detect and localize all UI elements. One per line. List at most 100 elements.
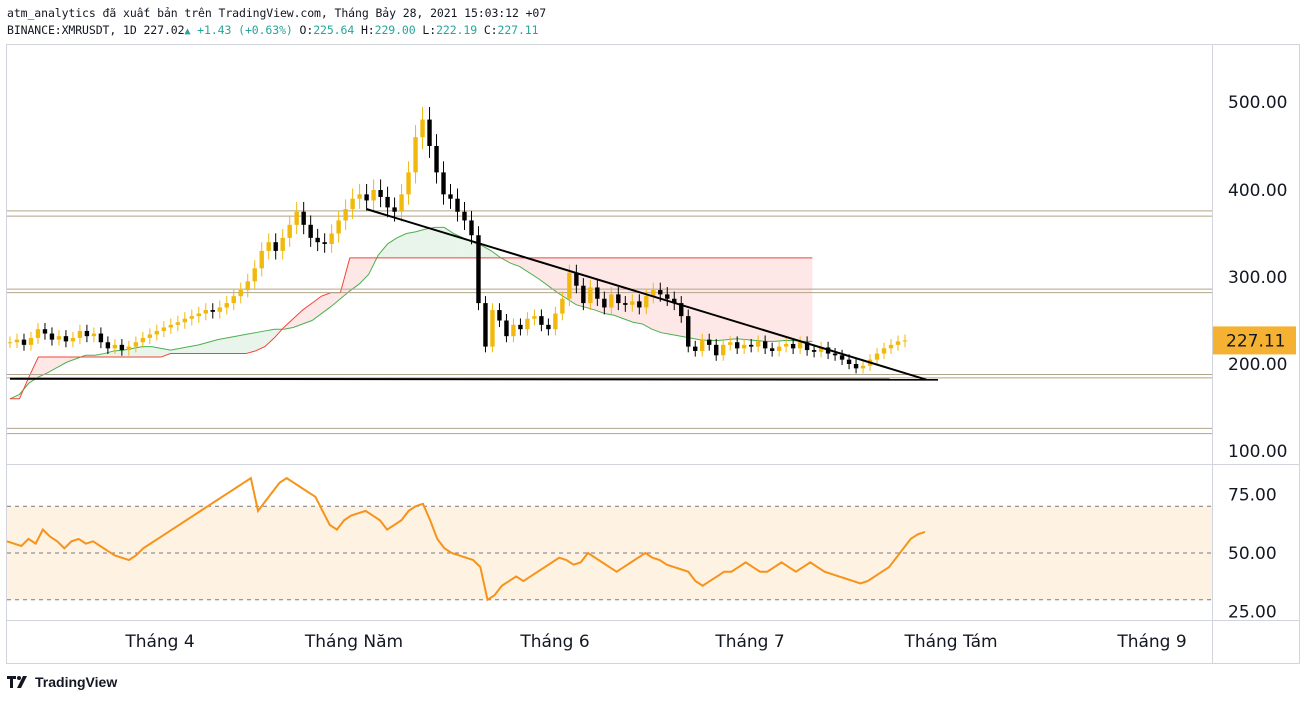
cloud-segment xyxy=(519,257,530,273)
candle-body xyxy=(420,119,425,138)
cloud-segment xyxy=(765,257,775,342)
candle-body xyxy=(874,353,880,360)
candle-body xyxy=(595,287,600,299)
cloud-segment xyxy=(689,257,700,340)
time-tick-label: Tháng Tám xyxy=(903,632,997,652)
cloud-segment xyxy=(463,237,473,258)
candle-body xyxy=(860,365,866,369)
candle-body xyxy=(902,340,908,342)
cloud-segment xyxy=(425,227,435,258)
candle-body xyxy=(581,285,586,304)
cloud-segment xyxy=(727,257,737,340)
cloud-segment xyxy=(161,348,171,358)
candle-body xyxy=(175,322,181,325)
candle-body xyxy=(287,224,292,238)
last-price-label: 227.11 xyxy=(1226,331,1285,351)
candle-body xyxy=(804,342,810,351)
cloud-segment xyxy=(349,257,360,291)
candle-body xyxy=(616,294,621,304)
ichimoku-cloud xyxy=(9,226,813,400)
candle-body xyxy=(56,336,62,340)
candle-body xyxy=(609,294,614,308)
candle-body xyxy=(818,347,824,352)
trendline xyxy=(366,208,927,381)
cloud-segment xyxy=(227,336,237,354)
open-value: 225.64 xyxy=(313,23,355,37)
candle-body xyxy=(84,330,90,337)
candle-body xyxy=(189,316,194,319)
candle-body xyxy=(462,211,467,221)
rsi-line xyxy=(6,476,926,602)
candle-body xyxy=(881,348,887,354)
candle-body xyxy=(133,342,139,347)
rsi-tick-label: 25.00 xyxy=(1228,603,1277,623)
candle-body xyxy=(721,344,726,356)
last-price-value: 227.02 xyxy=(143,23,185,37)
candle-body xyxy=(217,307,222,312)
candle-body xyxy=(161,327,167,331)
cloud-segment xyxy=(784,257,794,341)
candle-body xyxy=(168,324,174,328)
cloud-segment xyxy=(217,337,228,354)
candle-body xyxy=(665,294,670,299)
candle-body xyxy=(441,172,446,195)
candle-body xyxy=(567,272,572,299)
candle-body xyxy=(588,287,593,304)
candle-body xyxy=(846,359,852,364)
cloud-segment xyxy=(802,257,813,342)
cloud-segment xyxy=(623,257,634,323)
cloud-segment xyxy=(434,227,445,258)
candle-body xyxy=(483,303,488,347)
close-label: C: xyxy=(483,23,498,37)
candle-body xyxy=(280,237,285,251)
candle-body xyxy=(686,316,691,347)
candle-body xyxy=(371,190,376,201)
cloud-segment xyxy=(330,292,341,307)
candle-body xyxy=(392,207,397,212)
candle-body xyxy=(518,324,523,330)
candle-body xyxy=(357,194,362,199)
footer-brand[interactable]: TradingView xyxy=(7,674,117,690)
cloud-segment xyxy=(529,257,539,279)
cloud-segment xyxy=(38,357,48,378)
candle-body xyxy=(469,220,474,236)
candle-body xyxy=(315,237,320,243)
candle-body xyxy=(238,290,243,297)
cloud-segment xyxy=(151,346,162,358)
candle-body xyxy=(560,298,565,314)
span-b-line xyxy=(10,257,813,400)
cloud-segment xyxy=(397,233,407,258)
price-tick-label: 300.00 xyxy=(1228,268,1287,288)
candle-body xyxy=(350,198,355,210)
open-label: O: xyxy=(299,23,314,37)
candle-body xyxy=(105,342,111,349)
candle-body xyxy=(434,146,439,173)
candle-body xyxy=(755,341,761,347)
brand-text: TradingView xyxy=(35,674,118,690)
candle-body xyxy=(14,339,20,343)
up-triangle-icon: ▲ xyxy=(184,26,191,37)
price-tick-label: 500.00 xyxy=(1228,93,1287,113)
cloud-segment xyxy=(208,339,218,354)
cloud-segment xyxy=(142,346,152,358)
candle-body xyxy=(748,344,754,347)
symbol-label: BINANCE:XMRUSDT, 1D xyxy=(7,23,137,37)
candle-body xyxy=(245,281,250,291)
change-value: +1.43 (+0.63%) xyxy=(197,23,293,37)
candle-body xyxy=(399,194,404,212)
candle-body xyxy=(476,235,481,304)
close-value: 227.11 xyxy=(497,23,539,37)
rsi-tick-label: 50.00 xyxy=(1228,544,1277,564)
trendline xyxy=(9,377,939,381)
low-label: L: xyxy=(422,23,437,37)
cloud-segment xyxy=(236,334,246,354)
candle-body xyxy=(427,119,432,146)
candle-body xyxy=(182,318,188,323)
candle-body xyxy=(336,220,341,234)
candle-body xyxy=(77,330,83,338)
chart-frame xyxy=(6,44,1300,664)
ohlc-legend: BINANCE:XMRUSDT, 1D 227.02▲ +1.43 (+0.63… xyxy=(7,23,539,37)
low-value: 222.19 xyxy=(436,23,478,37)
cloud-segment xyxy=(293,310,303,328)
